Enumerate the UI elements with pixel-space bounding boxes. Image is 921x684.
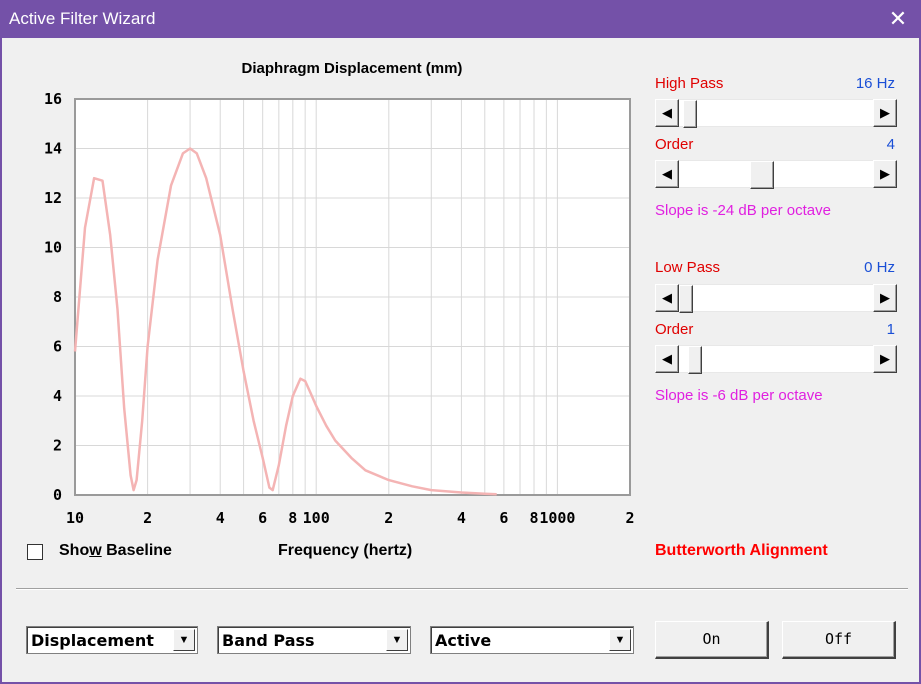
scroll-track[interactable] — [679, 345, 873, 374]
close-button[interactable]: ✕ — [888, 6, 908, 31]
scroll-right-button[interactable]: ▶ — [873, 284, 897, 312]
x-axis-ticks: 10 2 4 6 8 100 2 4 6 8 1000 2 — [66, 509, 635, 527]
display-type-combo[interactable]: Displacement ▼ — [26, 626, 198, 654]
x-tick-label: 100 — [303, 509, 330, 527]
alignment-label: Butterworth Alignment — [655, 542, 828, 559]
chevron-down-icon[interactable]: ▼ — [173, 629, 195, 651]
chevron-down-icon[interactable]: ▼ — [609, 629, 631, 651]
y-tick-label: 4 — [53, 387, 62, 405]
y-tick-label: 6 — [53, 338, 62, 356]
display-type-value: Displacement — [31, 631, 154, 650]
x-tick-label: 4 — [457, 509, 466, 527]
x-tick-label: 2 — [384, 509, 393, 527]
low-pass-order-label: Order — [655, 321, 694, 338]
scroll-thumb[interactable] — [683, 100, 697, 128]
high-pass-value: 16 Hz — [855, 75, 895, 92]
high-pass-order-scrollbar[interactable]: ◀ ▶ — [655, 160, 897, 189]
x-tick-label: 1000 — [539, 509, 575, 527]
chart-title: Diaphragm Displacement (mm) — [241, 60, 463, 77]
y-tick-label: 12 — [44, 189, 62, 207]
y-axis-ticks: 0 2 4 6 8 10 12 14 16 — [44, 90, 62, 504]
off-button[interactable]: Off — [782, 621, 896, 659]
y-tick-label: 10 — [44, 239, 62, 257]
low-pass-slope-text: Slope is -6 dB per octave — [655, 387, 823, 404]
show-baseline-checkbox[interactable] — [27, 544, 43, 560]
scroll-left-button[interactable]: ◀ — [655, 99, 679, 127]
low-pass-scrollbar[interactable]: ◀ ▶ — [655, 284, 897, 313]
x-tick-label: 10 — [66, 509, 84, 527]
x-tick-label: 8 — [530, 509, 539, 527]
filter-mode-combo[interactable]: Active ▼ — [430, 626, 634, 654]
filter-mode-value: Active — [435, 631, 492, 650]
separator — [16, 588, 908, 590]
high-pass-order-value: 4 — [886, 136, 895, 153]
y-tick-label: 8 — [53, 288, 62, 306]
scroll-right-button[interactable]: ▶ — [873, 99, 897, 127]
x-tick-label: 6 — [258, 509, 267, 527]
scroll-left-button[interactable]: ◀ — [655, 284, 679, 312]
dialog-client-area: Diaphragm Displacement (mm) 0 2 4 6 8 10 12 14 1… — [2, 38, 919, 682]
high-pass-scrollbar[interactable]: ◀ ▶ — [655, 99, 897, 128]
x-tick-label: 2 — [143, 509, 152, 527]
scroll-left-button[interactable]: ◀ — [655, 160, 679, 188]
chart-grid — [75, 99, 630, 495]
high-pass-order-label: Order — [655, 136, 694, 153]
scroll-thumb[interactable] — [679, 285, 693, 313]
show-baseline-label[interactable]: Show Baseline — [59, 542, 172, 559]
x-tick-label: 8 — [288, 509, 297, 527]
title-bar[interactable]: Active Filter Wizard ✕ — [0, 0, 921, 38]
low-pass-order-value: 1 — [886, 321, 895, 338]
scroll-left-button[interactable]: ◀ — [655, 345, 679, 373]
scroll-track[interactable] — [679, 99, 873, 128]
x-axis-label: Frequency (hertz) — [278, 542, 413, 559]
scroll-track[interactable] — [679, 284, 873, 313]
scroll-right-button[interactable]: ▶ — [873, 160, 897, 188]
x-tick-label: 4 — [216, 509, 225, 527]
high-pass-slope-text: Slope is -24 dB per octave — [655, 202, 831, 219]
high-pass-label: High Pass — [655, 75, 724, 92]
low-pass-value: 0 Hz — [864, 259, 895, 276]
x-tick-label: 2 — [625, 509, 634, 527]
y-tick-label: 14 — [44, 140, 62, 158]
low-pass-label: Low Pass — [655, 259, 721, 276]
y-tick-label: 16 — [44, 90, 62, 108]
plot-frame — [74, 98, 631, 496]
y-tick-label: 0 — [53, 486, 62, 504]
series-layer — [73, 147, 497, 496]
y-tick-label: 2 — [53, 437, 62, 455]
scroll-right-button[interactable]: ▶ — [873, 345, 897, 373]
x-tick-label: 6 — [499, 509, 508, 527]
plot-border — [74, 98, 631, 496]
scroll-thumb[interactable] — [688, 346, 702, 374]
filter-type-combo[interactable]: Band Pass ▼ — [217, 626, 411, 654]
filter-type-value: Band Pass — [222, 631, 315, 650]
on-button[interactable]: On — [655, 621, 769, 659]
low-pass-order-scrollbar[interactable]: ◀ ▶ — [655, 345, 897, 374]
scroll-thumb[interactable] — [750, 161, 774, 189]
chevron-down-icon[interactable]: ▼ — [386, 629, 408, 651]
displacement-curve — [73, 147, 497, 496]
window-title: Active Filter Wizard — [9, 9, 156, 28]
scroll-track[interactable] — [679, 160, 873, 189]
